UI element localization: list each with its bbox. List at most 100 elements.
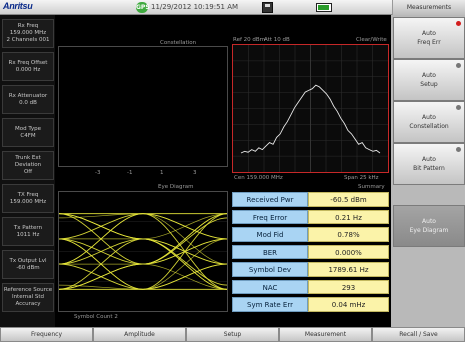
param-tx-output-level[interactable]: Tx Output Lvl -60 dBm [2,250,54,279]
param-rx-freq[interactable]: Rx Freq 159.000 MHz 2 Channels 001 [2,19,54,48]
constellation-tick: -3 [95,170,101,176]
softkey-eye-diagram[interactable]: Auto Eye Diagram [393,205,465,247]
param-reference-source[interactable]: Reference Source Internal Std Accuracy [2,283,54,312]
measurement-label: BER [232,244,308,259]
status-dot-icon [456,63,461,68]
softkey-bit-pattern[interactable]: Auto Bit Pattern [393,143,465,185]
spectrum-trace [240,84,381,154]
measurement-row: NAC 293 [232,279,389,294]
measurement-value: 0.04 mHz [308,297,389,312]
constellation-tick: 3 [193,170,197,176]
param-title: Tx Output Lvl [9,257,47,264]
param-value: 159.000 MHz [9,30,47,36]
bottom-menu-bar: Frequency Amplitude Setup Measurement Re… [0,327,465,342]
measurement-row: Received Pwr -60.5 dBm [232,192,389,207]
constellation-plot [58,46,228,167]
tab-measurement[interactable]: Measurement [279,327,372,342]
left-parameter-panel: Rx Freq 159.000 MHz 2 Channels 001 Rx Fr… [0,15,55,327]
softkey-title: Auto [422,156,436,163]
constellation-tick: -1 [127,170,133,176]
param-value: 0.000 Hz [15,66,41,73]
measurement-label: Freq Error [232,209,308,224]
spectrum-attenuation: Att 10 dB [264,37,290,43]
param-title: Trunk Ext Deviation [14,155,42,168]
tab-frequency[interactable]: Frequency [0,327,93,342]
param-title: Tx Pattern [13,224,43,231]
symbol-count: Symbol Count 2 [74,314,118,320]
measurement-value: -60.5 dBm [308,192,389,207]
spectrum-plot [233,45,388,172]
param-title: Rx Freq Offset [8,59,48,66]
measurement-label: Received Pwr [232,192,308,207]
param-title: Rx Freq [17,23,39,29]
param-extra: 2 Channels 001 [6,37,50,43]
softkey-value: Constellation [409,123,449,130]
measurement-label: Sym Rate Err [232,297,308,312]
spectrum-trace-mode: Clear/Write [356,37,387,43]
eye-trace [59,213,227,290]
measurement-row: Mod Fid 0.78% [232,227,389,242]
measurement-row: Freq Error 0.21 Hz [232,209,389,224]
measurement-value: 0.000% [308,244,389,259]
measurement-summary-table: Received Pwr -60.5 dBm Freq Error 0.21 H… [232,192,389,316]
param-value: 0.0 dB [19,99,37,106]
eye-trace [59,263,227,290]
spectrum-ref-level: Ref 20 dBm [233,37,266,43]
softkey-value: Bit Pattern [413,165,445,172]
softkey-setup[interactable]: Auto Setup [393,59,465,101]
param-value: -60 dBm [16,264,40,271]
param-mod-type[interactable]: Mod Type C4FM [2,118,54,147]
param-value: C4FM [20,132,36,139]
constellation-tick: 1 [160,170,164,176]
softkey-value: Setup [420,81,438,88]
measurement-value: 0.21 Hz [308,209,389,224]
top-status-bar: Anritsu GPS 11/29/2012 10:19:51 AM Measu… [0,0,465,15]
param-tx-pattern[interactable]: Tx Pattern 1011 Hz [2,217,54,246]
tab-amplitude[interactable]: Amplitude [93,327,186,342]
param-tx-freq[interactable]: TX Freq 159.000 MHz [2,184,54,213]
softkey-freq-err[interactable]: Auto Freq Err [393,17,465,59]
param-trunk-ext-deviation[interactable]: Trunk Ext Deviation Off [2,151,54,180]
measurement-label: Symbol Dev [232,262,308,277]
status-dot-icon [456,21,461,26]
datetime-readout: 11/29/2012 10:19:51 AM [151,3,239,11]
param-value: Off [23,169,33,175]
measurement-value: 293 [308,279,389,294]
softkey-value: Freq Err [417,39,441,46]
softkey-constellation[interactable]: Auto Constellation [393,101,465,143]
spectrum-span: Span 25 kHz [344,175,379,181]
param-rx-freq-offset[interactable]: Rx Freq Offset 0.000 Hz [2,52,54,81]
param-rx-attenuator[interactable]: Rx Attenuator 0.0 dB [2,85,54,114]
param-title: Mod Type [15,125,41,132]
measurement-label: NAC [232,279,308,294]
eye-diagram-panel [58,191,228,312]
summary-title: Summary [358,184,385,190]
param-value: 159.000 MHz [9,198,47,205]
constellation-title: Constellation [160,40,197,46]
eye-trace [59,213,227,240]
softkey-title: Auto [422,72,436,79]
eye-trace [59,263,227,290]
param-value: Internal Std Accuracy [11,294,45,307]
spectrum-panel [232,44,389,173]
measurement-label: Mod Fid [232,227,308,242]
param-value: 1011 Hz [16,231,40,238]
softkey-value: Eye Diagram [409,227,449,234]
param-title: Reference Source [3,287,53,293]
eye-diagram-plot [59,213,227,290]
anritsu-logo: Anritsu [3,1,33,11]
battery-icon [316,3,332,12]
tab-setup[interactable]: Setup [186,327,279,342]
softkey-title: Auto [422,114,436,121]
param-title: TX Freq [17,191,39,198]
measurement-value: 0.78% [308,227,389,242]
tab-recall-save[interactable]: Recall / Save [372,327,465,342]
eye-trace [59,213,227,290]
measurement-row: BER 0.000% [232,244,389,259]
eye-trace [59,213,227,290]
measurement-row: Symbol Dev 1789.61 Hz [232,262,389,277]
softkey-title: Auto [422,218,436,225]
eye-diagram-title: Eye Diagram [158,184,194,190]
save-icon[interactable] [262,2,273,13]
measurement-value: 1789.61 Hz [308,262,389,277]
